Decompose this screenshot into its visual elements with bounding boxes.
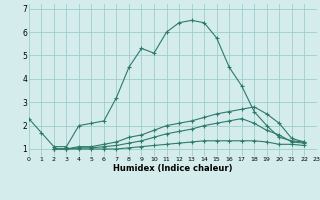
X-axis label: Humidex (Indice chaleur): Humidex (Indice chaleur) bbox=[113, 164, 233, 173]
